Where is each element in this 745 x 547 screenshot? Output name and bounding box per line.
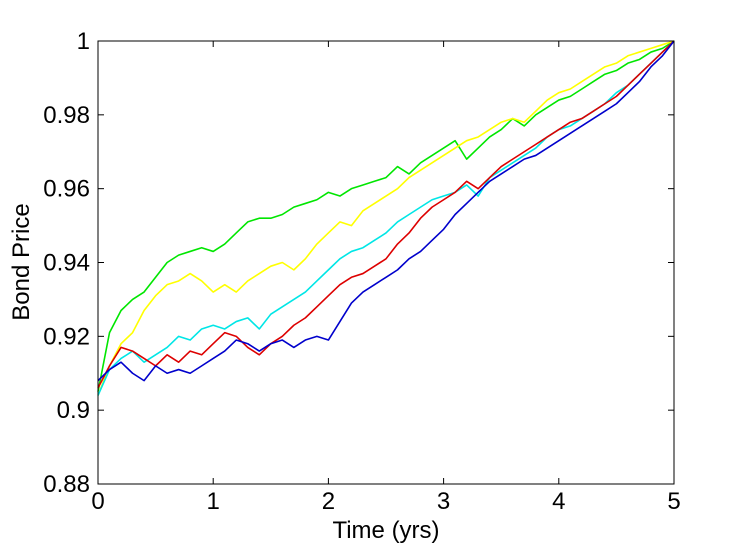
series-line-1 xyxy=(97,40,675,392)
x-tick-label-1: 1 xyxy=(207,488,220,515)
y-tick-label-5: 0.98 xyxy=(43,102,90,129)
series-line-2 xyxy=(97,40,675,396)
y-tick-label-2: 0.92 xyxy=(43,323,90,350)
y-tick-label-3: 0.94 xyxy=(43,250,90,277)
x-tick-label-4: 4 xyxy=(552,488,565,515)
y-tick-label-1: 0.9 xyxy=(57,397,90,424)
series-line-4 xyxy=(97,40,675,389)
y-tick-label-6: 1 xyxy=(77,28,90,55)
x-tick-label-0: 0 xyxy=(91,488,104,515)
series-layer xyxy=(97,40,675,396)
y-tick-label-4: 0.96 xyxy=(43,176,90,203)
series-line-3 xyxy=(97,40,675,396)
x-tick-label-5: 5 xyxy=(667,488,680,515)
tick-layer: 0 1 2 3 4 5 0.88 0.9 0.92 0.94 0.96 0.98 1 xyxy=(43,28,680,515)
y-tick-label-0: 0.88 xyxy=(43,471,90,498)
series-line-5 xyxy=(97,40,675,382)
y-axis-label: Bond Price xyxy=(8,203,35,320)
x-tick-label-3: 3 xyxy=(437,488,450,515)
x-tick-label-2: 2 xyxy=(322,488,335,515)
x-axis-label: Time (yrs) xyxy=(332,517,439,544)
